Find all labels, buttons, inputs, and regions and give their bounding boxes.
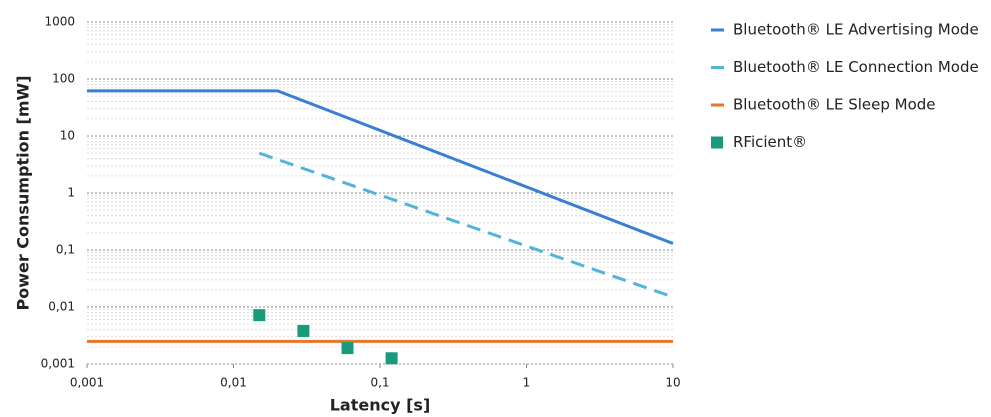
legend-label: Bluetooth® LE Connection Mode [733,58,979,76]
y-tick-label: 0,001 [41,357,75,371]
x-tick-label: 1 [523,376,531,390]
legend-label: Bluetooth® LE Advertising Mode [733,21,979,39]
x-tick-label: 10 [665,376,680,390]
series-line [87,89,674,245]
y-tick-label: 0,01 [48,300,75,314]
data-point [297,324,310,337]
series-line [258,151,674,299]
legend: Bluetooth® LE Advertising Mode Bluetooth®… [711,21,979,151]
x-axis-title: Latency [s] [330,396,431,415]
y-tick-label: 100 [52,72,75,86]
legend-marker [711,136,723,149]
data-point [341,342,354,355]
x-tick-label: 0,01 [220,376,247,390]
y-tick-label: 1000 [44,15,75,29]
legend-label: Bluetooth® LE Sleep Mode [733,96,936,114]
y-tick-label: 1 [67,186,75,200]
x-tick-label: 0,1 [370,376,389,390]
y-tick-label: 0,1 [56,243,75,257]
y-axis-title: Power Consumption [mW] [14,75,33,310]
y-tick-label: 10 [60,129,75,143]
data-point [253,309,266,322]
data-point [385,352,398,365]
legend-label: RFicient® [733,133,807,151]
x-tick-label: 0,001 [70,376,104,390]
